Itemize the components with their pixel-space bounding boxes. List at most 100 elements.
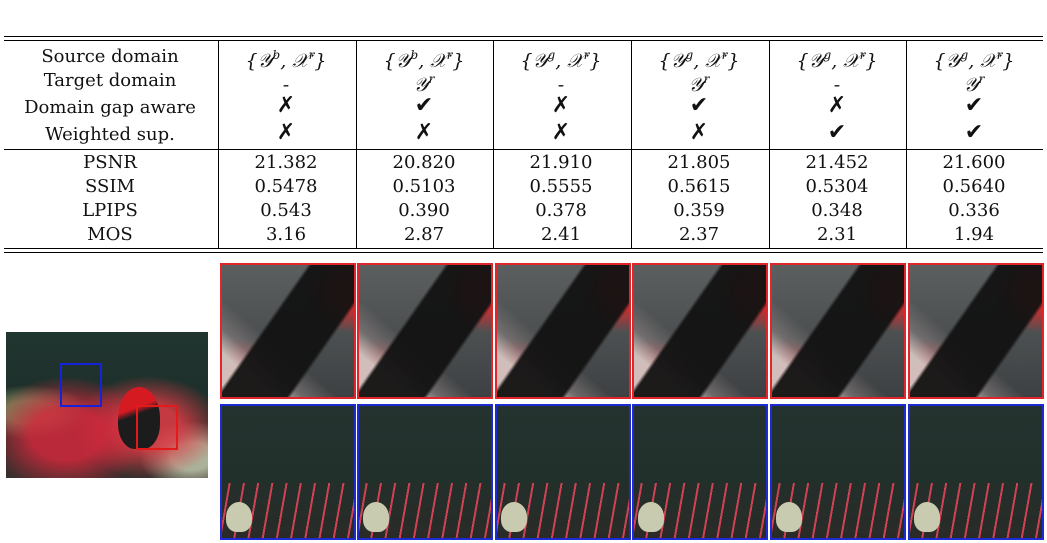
metric-value: 2.87 (403, 224, 445, 245)
y-superscript: g (960, 48, 969, 62)
source-domain-cell: {𝒴b, 𝒳r} (245, 48, 327, 72)
row-label-source: Source domain (41, 46, 179, 67)
metric-value: 0.390 (398, 200, 450, 221)
target-symbol: - (833, 74, 841, 96)
source-domain-cell: {𝒴g, 𝒳r} (796, 48, 878, 72)
metric-value: 0.543 (260, 200, 312, 221)
blue-crop-patch (632, 404, 768, 540)
blue-crop-patch (357, 404, 493, 540)
x-symbol: 𝒳 (980, 50, 997, 72)
column-divider (631, 41, 632, 248)
metric-value: 21.910 (529, 152, 593, 173)
domain-gap-mark: ✔ (414, 93, 434, 118)
x-superscript: r (583, 48, 590, 62)
metric-value: 21.452 (805, 152, 869, 173)
metric-value: 0.359 (673, 200, 725, 221)
patch-background (772, 406, 904, 483)
top-rule (4, 36, 1043, 38)
weighted-sup-mark: ✔ (827, 120, 847, 145)
x-symbol: 𝒳 (705, 50, 722, 72)
x-symbol: 𝒳 (292, 50, 309, 72)
target-domain-cell: - (218, 68, 354, 97)
y-superscript: g (685, 48, 694, 62)
row-label-gap: Domain gap aware (24, 97, 196, 118)
target-domain-cell: - (769, 68, 905, 97)
petal-shape (226, 502, 252, 532)
bottom-rule (4, 248, 1043, 250)
metric-value: 3.16 (265, 224, 307, 245)
metric-value: 20.820 (392, 152, 456, 173)
target-domain-cell: 𝒴r (631, 68, 767, 97)
blue-crop-patch (908, 404, 1044, 540)
x-symbol: 𝒳 (430, 50, 447, 72)
target-symbol: 𝒴 (413, 74, 429, 96)
domain-gap-mark: ✗ (827, 93, 847, 118)
blue-crop-patch (220, 404, 356, 540)
patch-content (634, 265, 766, 397)
patch-content (497, 265, 629, 397)
domain-gap-mark: ✔ (689, 93, 709, 118)
metric-value: 21.600 (942, 152, 1006, 173)
mid-rule (4, 149, 1043, 151)
weighted-sup-mark: ✗ (276, 120, 296, 145)
petal-shape (638, 502, 664, 532)
target-superscript: r (978, 72, 985, 86)
y-symbol: 𝒴 (808, 50, 824, 72)
patch-background (634, 406, 766, 483)
metric-value: 2.37 (678, 224, 720, 245)
blue-crop-patch (770, 404, 906, 540)
column-divider (356, 41, 357, 248)
metric-value: 0.378 (535, 200, 587, 221)
y-superscript: g (823, 48, 832, 62)
x-superscript: r (308, 48, 315, 62)
metric-value: 0.348 (811, 200, 863, 221)
red-crop-box (136, 405, 178, 450)
metric-label-psnr: PSNR (83, 152, 137, 173)
bottom-rule-2 (4, 252, 1043, 254)
petal-shape (501, 502, 527, 532)
row-label-target: Target domain (43, 70, 177, 91)
metric-value: 0.5615 (667, 176, 731, 197)
y-superscript: b (410, 48, 419, 62)
visual-comparison (0, 260, 1047, 543)
patch-background (359, 406, 491, 483)
metric-label-mos: MOS (87, 224, 133, 245)
red-crop-patch (770, 263, 906, 399)
metric-value: 2.31 (816, 224, 858, 245)
y-symbol: 𝒴 (945, 50, 961, 72)
patch-background (910, 406, 1042, 483)
metric-value: 0.5478 (254, 176, 318, 197)
patch-background (222, 406, 354, 483)
target-domain-cell: 𝒴r (356, 68, 492, 97)
patch-content (772, 265, 904, 397)
column-divider (218, 41, 219, 248)
metric-label-ssim: SSIM (85, 176, 135, 197)
petal-shape (776, 502, 802, 532)
x-superscript: r (996, 48, 1003, 62)
metric-value: 0.5640 (942, 176, 1006, 197)
target-symbol: - (282, 74, 290, 96)
y-symbol: 𝒴 (395, 50, 411, 72)
y-symbol: 𝒴 (532, 50, 548, 72)
source-domain-cell: {𝒴g, 𝒳r} (658, 48, 740, 72)
metric-value: 0.5555 (529, 176, 593, 197)
weighted-sup-mark: ✗ (689, 120, 709, 145)
metric-value: 21.805 (667, 152, 731, 173)
domain-gap-mark: ✗ (551, 93, 571, 118)
target-symbol: - (557, 74, 565, 96)
column-divider (493, 41, 494, 248)
x-symbol: 𝒳 (843, 50, 860, 72)
metric-value: 0.5103 (392, 176, 456, 197)
metric-value: 0.5304 (805, 176, 869, 197)
target-superscript: r (703, 72, 710, 86)
top-rule-2 (4, 40, 1043, 42)
patch-background (497, 406, 629, 483)
y-superscript: b (272, 48, 281, 62)
column-divider (769, 41, 770, 248)
x-superscript: r (446, 48, 453, 62)
patch-content (222, 265, 354, 397)
petal-shape (363, 502, 389, 532)
bird-shape (118, 387, 160, 449)
source-domain-cell: {𝒴b, 𝒳r} (383, 48, 465, 72)
metric-value: 0.336 (948, 200, 1000, 221)
